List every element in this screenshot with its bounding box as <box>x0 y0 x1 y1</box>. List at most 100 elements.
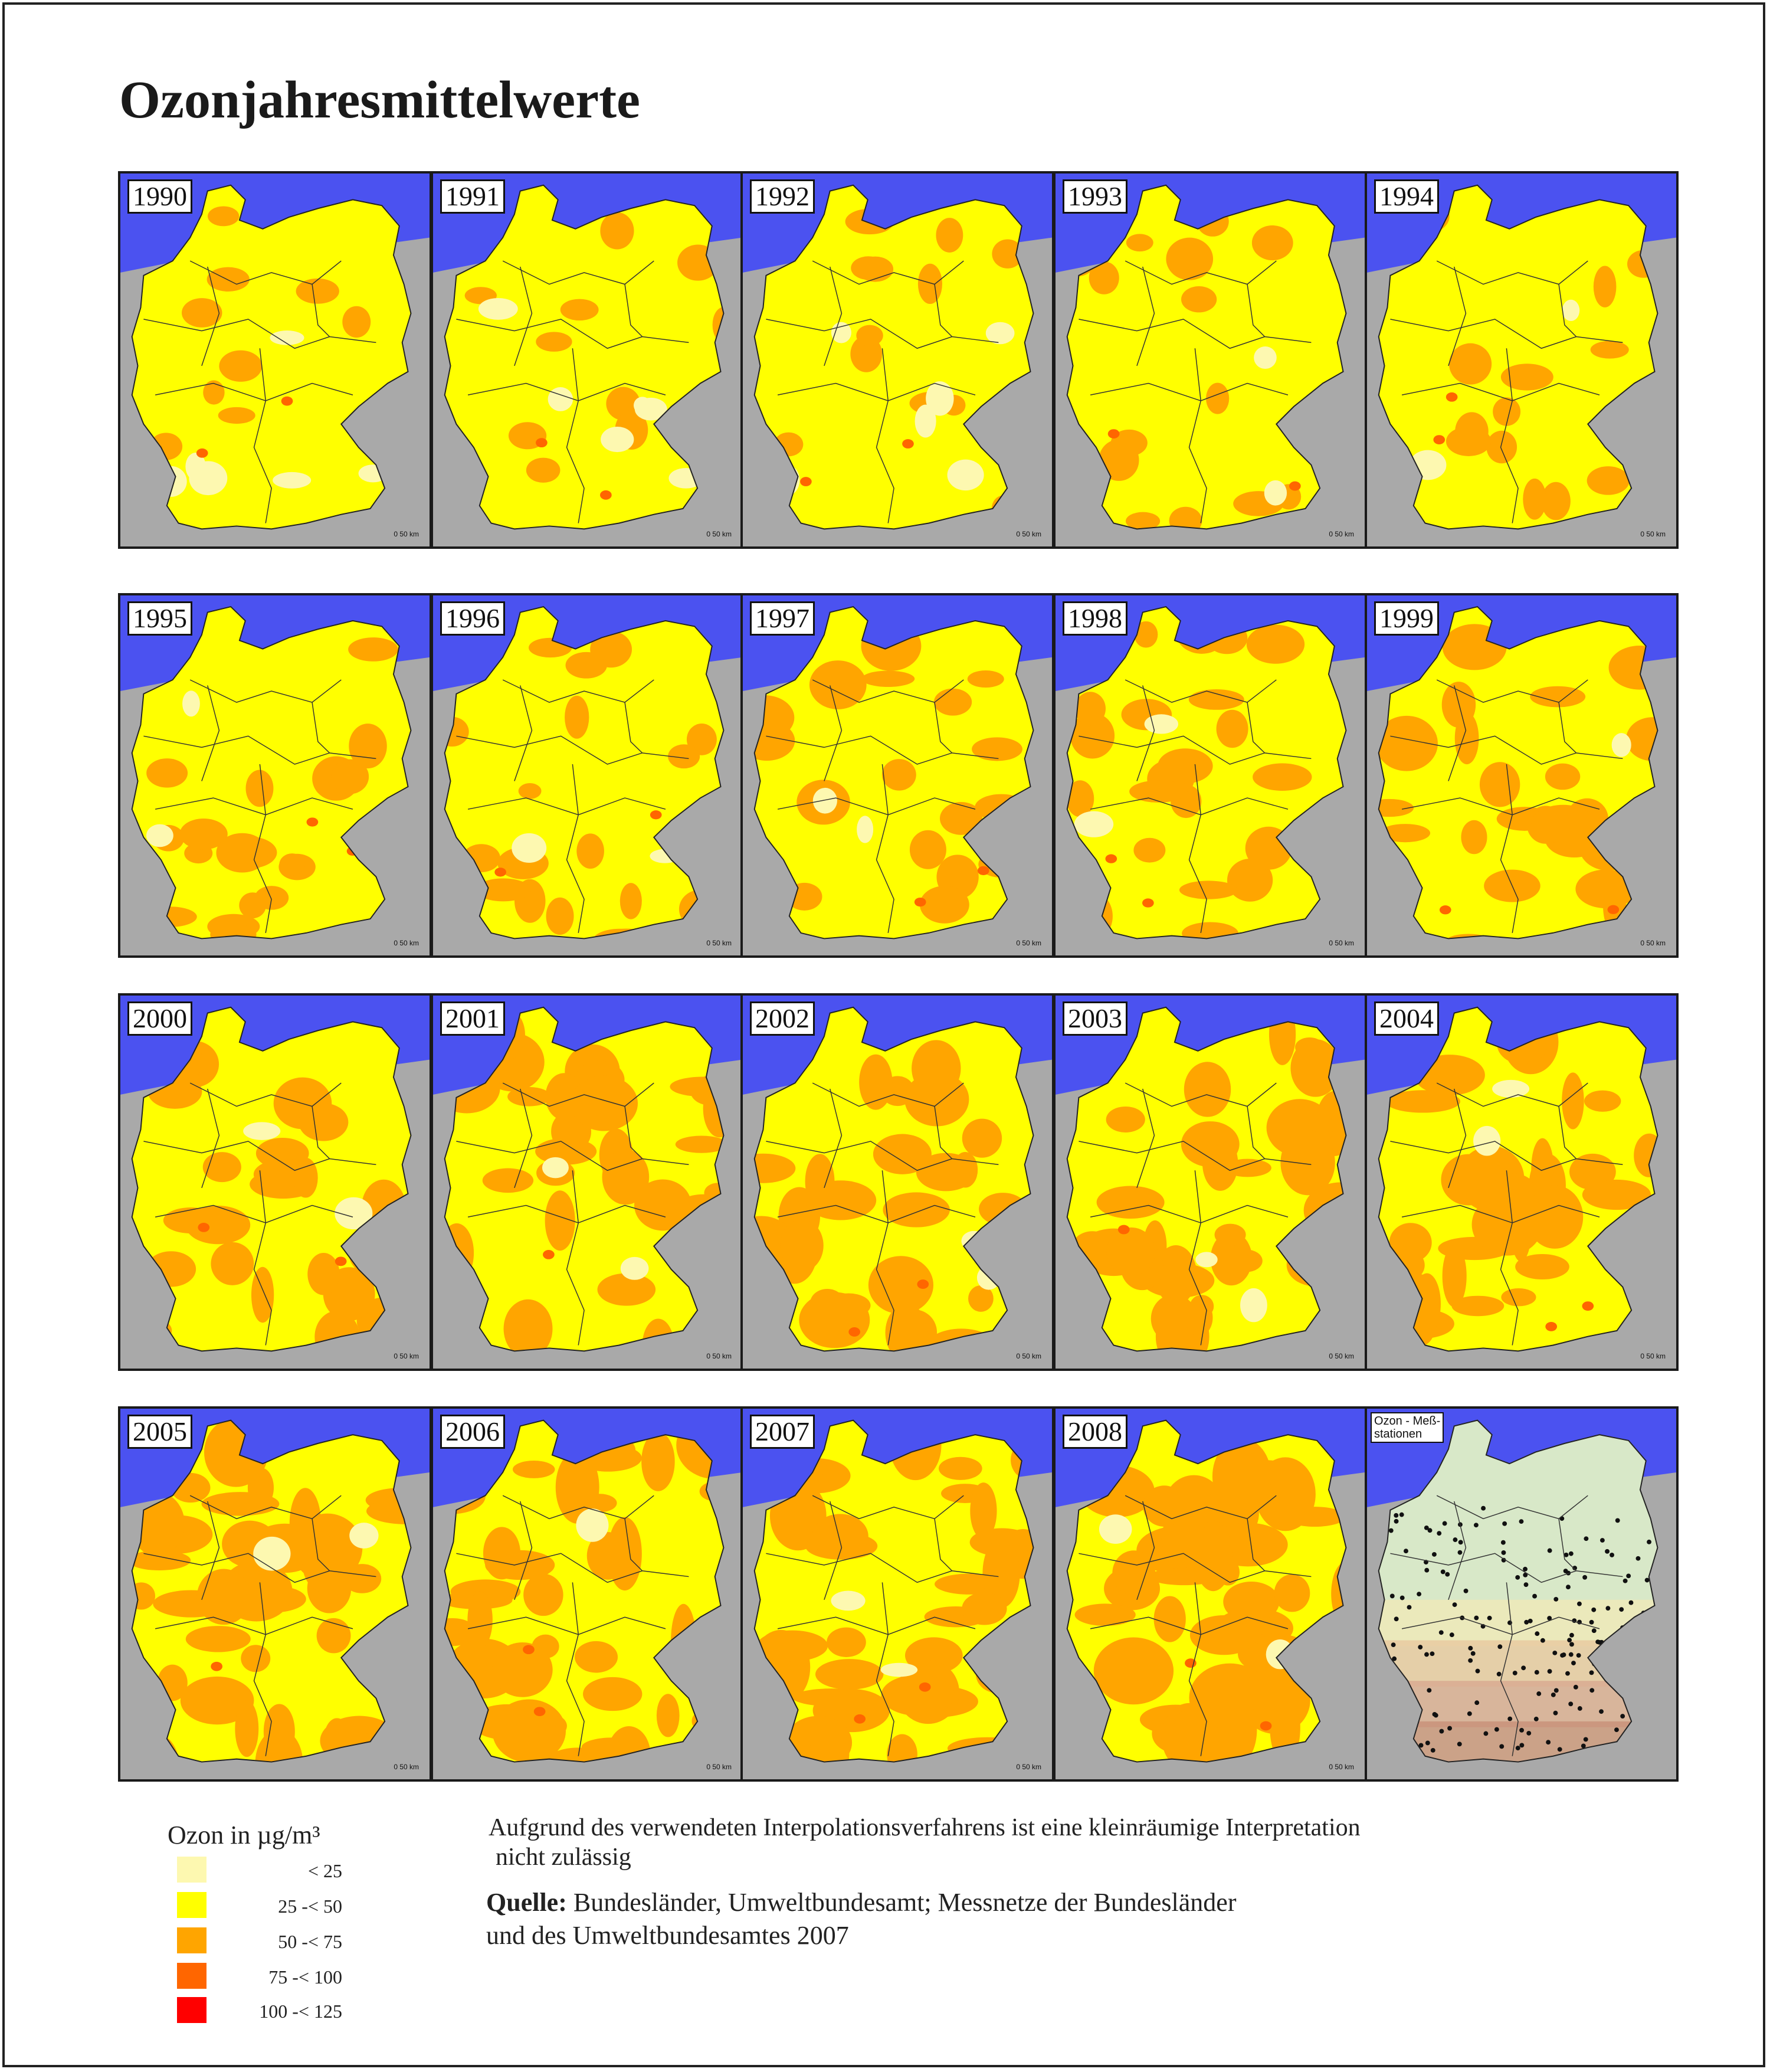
ozone-class-50-75 <box>1294 1645 1346 1692</box>
state-border <box>1436 1082 1588 1107</box>
state-border <box>1136 1501 1155 1600</box>
state-border <box>253 348 272 523</box>
ozone-map <box>743 174 1052 530</box>
state-border <box>1188 348 1207 523</box>
state-border <box>766 1141 999 1171</box>
state-border <box>312 702 330 754</box>
station-point <box>1532 1593 1538 1599</box>
ozone-class-50-75 <box>917 263 943 305</box>
ozone-class-50-75 <box>541 1747 615 1762</box>
germany-land <box>754 185 1034 529</box>
state-border <box>1125 260 1277 285</box>
ozone-map <box>1056 595 1365 940</box>
station-point <box>1432 1711 1437 1717</box>
state-border <box>1500 1582 1519 1756</box>
station-point <box>1628 1697 1633 1703</box>
ozone-class-lt-25 <box>1562 299 1580 322</box>
ozone-class-50-75 <box>576 833 604 869</box>
station-point <box>1391 1673 1397 1678</box>
ozone-class-50-75 <box>475 878 532 902</box>
state-border <box>1188 1582 1207 1756</box>
ozone-class-50-75 <box>1206 382 1230 414</box>
ozone-class-50-75 <box>887 1734 917 1762</box>
station-point <box>1442 1521 1447 1526</box>
ozone-class-50-75 <box>859 1054 893 1110</box>
ozone-class-50-75 <box>1067 1295 1100 1336</box>
ozone-class-lt-25 <box>512 833 547 863</box>
ozone-class-lt-25 <box>947 459 984 491</box>
ozone-class-50-75 <box>211 1242 254 1285</box>
ozone-class-50-75 <box>1106 1106 1145 1132</box>
map-panel: 1998 0 50 km <box>1053 593 1367 958</box>
ozone-class-50-75 <box>142 906 197 927</box>
station-point <box>1394 1616 1399 1622</box>
station-point <box>1559 1516 1565 1521</box>
ozone-class-lt-25 <box>985 322 1015 345</box>
ozone-class-50-75 <box>492 1642 553 1697</box>
ozone-class-75-100 <box>523 1645 535 1655</box>
map-panel: 1997 0 50 km <box>740 593 1054 958</box>
legend-swatch <box>177 1997 206 2023</box>
ozone-class-75-100 <box>281 396 293 406</box>
state-border <box>1125 679 1277 703</box>
legend-swatch <box>177 1963 206 1989</box>
station-point <box>1404 1549 1408 1554</box>
ozone-class-50-75 <box>146 1251 196 1287</box>
ozone-class-lt-25 <box>576 1508 609 1542</box>
scale-bar: 0 50 km <box>1640 939 1666 947</box>
ozone-class-50-75 <box>696 804 722 824</box>
national-border <box>1378 1419 1658 1763</box>
ozone-class-50-75 <box>856 325 883 346</box>
state-border <box>824 685 843 781</box>
station-point <box>1589 1619 1594 1625</box>
ozone-class-50-75 <box>377 1227 401 1282</box>
ozone-class-50-75 <box>1227 859 1273 902</box>
ozone-class-50-75 <box>1240 1666 1310 1734</box>
station-point <box>1553 1688 1559 1693</box>
ozone-class-50-75 <box>754 1223 790 1249</box>
ozone-class-50-75 <box>1523 478 1546 520</box>
ozone-class-50-75 <box>991 495 1015 522</box>
ozone-class-50-75 <box>560 299 599 321</box>
ozone-class-50-75 <box>1395 1314 1434 1348</box>
ozone-class-50-75 <box>968 1285 994 1312</box>
station-point <box>1566 1585 1571 1590</box>
ozone-class-75-100 <box>848 1327 861 1337</box>
national-border <box>1378 606 1658 940</box>
station-point <box>1583 1737 1588 1742</box>
ozone-class-50-75 <box>1253 763 1312 791</box>
ozone-class-50-75 <box>1188 689 1244 710</box>
station-point <box>1388 1528 1394 1533</box>
ozone-class-50-75 <box>1582 1179 1651 1210</box>
map-panel: 1999 0 50 km <box>1365 593 1679 958</box>
ozone-class-75-100 <box>800 477 812 486</box>
ozone-class-75-100 <box>914 897 926 907</box>
ozone-class-50-75 <box>868 1256 934 1314</box>
ozone-class-75-100 <box>917 1279 929 1289</box>
station-point <box>1474 1700 1480 1706</box>
ozone-class-50-75 <box>704 1183 724 1203</box>
state-border <box>253 1170 272 1346</box>
ozone-class-lt-25 <box>880 1662 918 1677</box>
ozone-class-lt-25 <box>358 464 388 483</box>
scale-bar: 0 50 km <box>394 939 419 947</box>
ozone-class-50-75 <box>675 1135 724 1153</box>
ozone-class-50-75 <box>1185 1299 1213 1336</box>
ozone-class-lt-25 <box>812 787 837 814</box>
station-label-line-1: Ozon - Meß- <box>1374 1415 1441 1428</box>
map-panel: 2006 0 50 km <box>431 1406 745 1782</box>
map-panel: 2002 0 50 km <box>740 993 1054 1371</box>
ozone-class-50-75 <box>1169 506 1202 529</box>
national-border <box>753 606 1034 940</box>
ozone-class-lt-25 <box>773 464 800 496</box>
station-point <box>1519 1743 1525 1748</box>
state-border <box>624 1518 643 1572</box>
ozone-class-50-75 <box>1153 1596 1186 1642</box>
state-border <box>514 266 533 366</box>
ozone-map <box>120 996 430 1352</box>
map-panel: 1996 0 50 km <box>431 593 745 958</box>
year-label: 2006 <box>440 1415 505 1449</box>
ozone-class-50-75 <box>1333 1648 1346 1705</box>
ozone-class-50-75 <box>1486 430 1517 464</box>
ozone-class-lt-25 <box>243 1122 281 1140</box>
